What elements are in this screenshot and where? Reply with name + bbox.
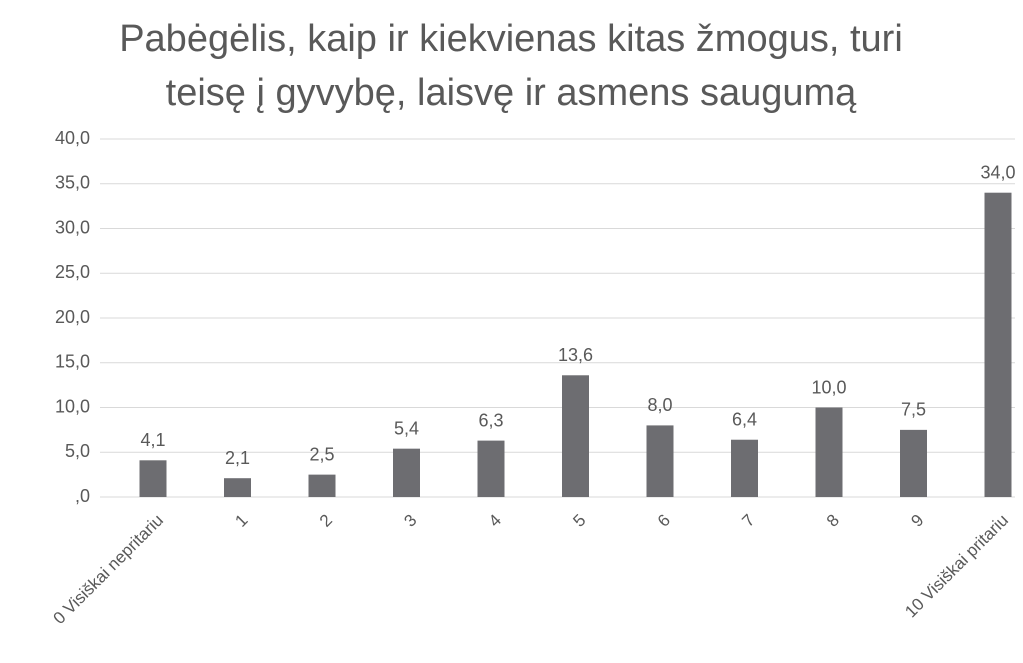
- value-label: 10,0: [811, 377, 846, 397]
- x-tick-label: 0 Visiškai nepritariu: [50, 511, 167, 628]
- bar: [308, 474, 336, 497]
- x-tick-label: 1: [231, 511, 251, 531]
- y-tick-label: 35,0: [55, 173, 90, 193]
- value-label: 2,1: [225, 448, 250, 468]
- value-label: 6,3: [478, 410, 503, 430]
- y-tick-label: 15,0: [55, 352, 90, 372]
- bar: [900, 429, 927, 497]
- value-label: 6,4: [732, 409, 757, 429]
- bar: [477, 440, 505, 497]
- value-label: 8,0: [647, 395, 672, 415]
- value-label: 7,5: [901, 400, 926, 420]
- bar: [984, 192, 1012, 497]
- value-label: 34,0: [980, 162, 1015, 182]
- bar: [393, 448, 420, 497]
- y-tick-label: 30,0: [55, 217, 90, 237]
- value-label: 13,6: [558, 345, 593, 365]
- x-tick-label: 4: [485, 511, 505, 531]
- x-tick-label: 5: [569, 511, 589, 531]
- bar: [562, 375, 589, 497]
- x-tick-label: 8: [823, 511, 843, 531]
- y-tick-label: 10,0: [55, 396, 90, 416]
- y-tick-label: 5,0: [65, 441, 90, 461]
- bar: [815, 407, 843, 497]
- y-tick-label: ,0: [75, 486, 90, 506]
- bar: [646, 425, 674, 497]
- chart-title: Pabėgėlis, kaip ir kiekvienas kitas žmog…: [119, 18, 903, 114]
- y-tick-label: 25,0: [55, 262, 90, 282]
- bar: [139, 460, 167, 497]
- x-tick-label: 7: [738, 511, 758, 531]
- bar: [731, 439, 758, 497]
- x-tick-label: 9: [907, 511, 927, 531]
- value-label: 4,1: [140, 430, 165, 450]
- value-label: 2,5: [309, 444, 334, 464]
- bar: [224, 478, 251, 497]
- x-tick-label: 3: [400, 511, 420, 531]
- y-tick-label: 20,0: [55, 307, 90, 327]
- x-tick-label: 2: [316, 511, 336, 531]
- y-tick-label: 40,0: [55, 128, 90, 148]
- value-label: 5,4: [394, 418, 419, 438]
- x-tick-label: 6: [654, 511, 674, 531]
